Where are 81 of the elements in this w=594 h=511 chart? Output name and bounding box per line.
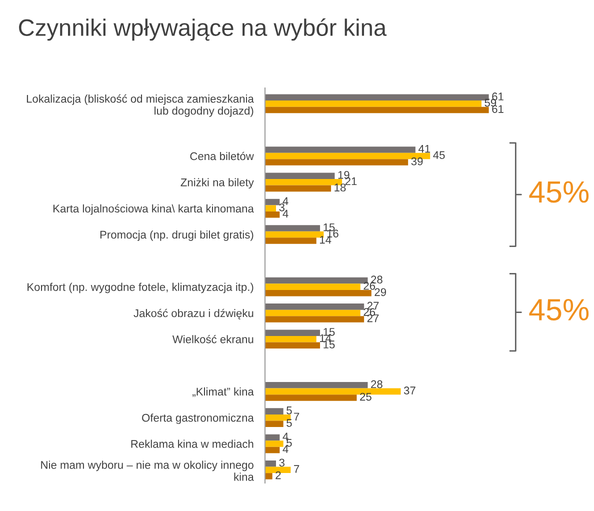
bar: [265, 231, 324, 238]
bar: [265, 106, 489, 114]
data-label: 45: [433, 151, 445, 159]
data-label: 3: [279, 203, 284, 212]
data-label: 14: [320, 236, 332, 244]
bar: [265, 159, 408, 166]
bar: [265, 446, 280, 454]
data-label: 4: [282, 445, 288, 453]
bar: [265, 473, 272, 480]
y-tick-label: Reklama kina w mediach: [131, 440, 254, 448]
y-tick-label: Nie mam wyboru – nie ma w okolicy innego kina: [41, 460, 254, 481]
y-tick-label: Lokalizacja (bliskość od miejsca zamieszkania lub dogodny dojazd): [26, 94, 254, 117]
bar: [265, 290, 372, 296]
data-label: 37: [404, 386, 416, 394]
data-label: 7: [294, 412, 300, 420]
data-label: 26: [364, 282, 376, 290]
bar: [265, 179, 342, 186]
y-tick-label: Jakość obrazu i dźwięku: [134, 308, 254, 320]
data-label: 4: [282, 432, 288, 440]
data-label: 5: [286, 438, 292, 447]
bar: [265, 211, 280, 218]
bar: [265, 304, 364, 310]
bar: [265, 408, 284, 414]
bar: [265, 382, 368, 388]
y-tick-label: Karta lojalnościowa kina\ karta kinomana: [53, 204, 254, 215]
data-label: 41: [418, 144, 430, 153]
data-label: 19: [338, 171, 350, 179]
data-label: 61: [492, 92, 504, 100]
data-label: 25: [360, 392, 372, 401]
chart-title: Czynniki wpływające na wybór kina: [19, 18, 387, 41]
y-tick-label: „Klimat” kina: [192, 387, 254, 397]
data-label: 15: [324, 340, 335, 348]
data-label: 18: [334, 184, 346, 192]
bar: [265, 198, 280, 206]
y-tick-label: Wielkość ekranu: [172, 334, 254, 344]
data-label: 4: [282, 210, 288, 218]
data-label: 15: [324, 223, 335, 232]
bar: [265, 284, 360, 290]
data-label: 28: [371, 276, 382, 284]
bar: [265, 146, 416, 153]
data-label: 14: [320, 334, 332, 342]
bar: [265, 172, 335, 180]
text: 45%: [529, 299, 589, 321]
bar: [265, 225, 320, 232]
data-label: 61: [492, 105, 504, 113]
y-tick-label: Komfort (np. wygodne fotele, klimatyzacja itp.): [28, 282, 254, 294]
bar: [265, 205, 276, 212]
bar: [265, 440, 284, 447]
bar: [265, 330, 320, 336]
data-label: 59: [484, 98, 496, 107]
bar: [265, 394, 357, 401]
data-label: 27: [367, 302, 379, 310]
bar: [265, 460, 276, 467]
data-label: 5: [286, 406, 292, 414]
text: 45%: [529, 181, 589, 203]
bar: [265, 185, 332, 192]
data-label: 7: [294, 465, 300, 473]
bar: [265, 310, 360, 316]
bar: [265, 434, 280, 441]
data-label: 3: [279, 458, 284, 467]
data-label: 15: [324, 328, 335, 336]
bar: [265, 342, 320, 349]
bar: [265, 414, 291, 421]
data-label: 39: [411, 157, 423, 166]
data-label: 28: [371, 380, 382, 388]
y-tick-label: Promocja (np. drugi bilet gratis): [100, 230, 254, 241]
data-label: 2: [276, 471, 281, 480]
bar: [265, 238, 316, 244]
y-tick-label: Zniżki na bilety: [180, 178, 254, 189]
y-tick-label: Cena biletów: [190, 152, 254, 160]
data-label: 16: [327, 230, 338, 238]
data-label: 5: [286, 419, 292, 427]
data-label: 4: [282, 197, 288, 205]
bar: [265, 336, 316, 342]
bar: [265, 100, 482, 107]
bar: [265, 316, 364, 322]
bar: [265, 420, 284, 428]
data-label: 21: [345, 177, 357, 186]
data-label: 29: [374, 288, 386, 296]
data-label: 27: [367, 314, 379, 322]
y-tick-label: Oferta gastronomiczna: [142, 414, 254, 424]
